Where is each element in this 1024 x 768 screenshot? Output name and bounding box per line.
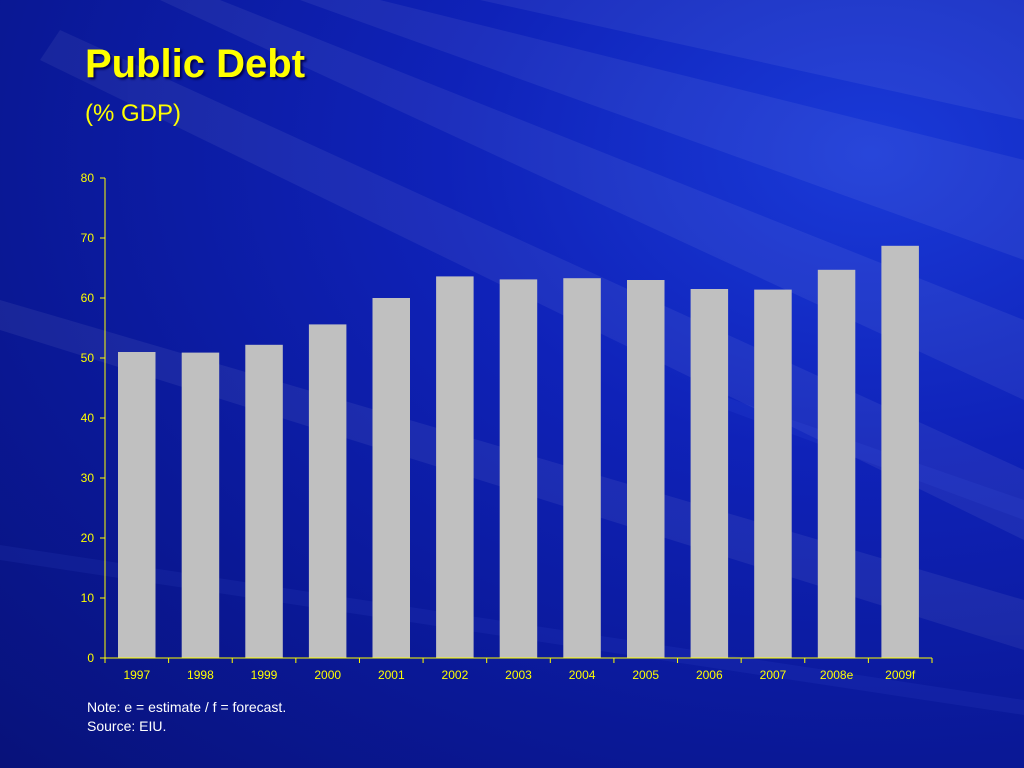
bar-2004 — [563, 278, 601, 658]
axes-layer — [100, 177, 933, 663]
x-tick-label-2004: 2004 — [569, 668, 596, 682]
x-tick-label-2005: 2005 — [632, 668, 659, 682]
x-tick-label-2000: 2000 — [314, 668, 341, 682]
bar-2003 — [499, 279, 538, 658]
bar-2007 — [754, 289, 792, 658]
bar-1999 — [245, 344, 283, 658]
footnote-note: Note: e = estimate / f = forecast. — [87, 699, 287, 715]
y-tick-label-70: 70 — [81, 231, 95, 245]
x-tick-label-1998: 1998 — [187, 668, 214, 682]
y-tick-label-10: 10 — [81, 591, 95, 605]
y-tick-label-30: 30 — [81, 471, 95, 485]
bar-1997 — [118, 352, 156, 658]
y-tick-label-80: 80 — [81, 171, 95, 185]
bars-layer — [118, 245, 919, 659]
y-tick-label-20: 20 — [81, 531, 95, 545]
bar-2000 — [308, 324, 347, 658]
x-tick-label-2002: 2002 — [442, 668, 469, 682]
bar-2006 — [690, 289, 729, 658]
x-tick-label-2003: 2003 — [505, 668, 532, 682]
slide-subtitle: (% GDP) — [85, 100, 181, 127]
bar-2001 — [372, 298, 410, 658]
x-tick-label-2008e: 2008e — [820, 668, 854, 682]
bar-1998 — [181, 352, 220, 658]
footnotes: Note: e = estimate / f = forecast. Sourc… — [87, 698, 286, 736]
footnote-source: Source: EIU. — [87, 718, 167, 734]
y-tick-label-60: 60 — [81, 291, 95, 305]
y-tick-label-40: 40 — [81, 411, 95, 425]
x-tick-label-2006: 2006 — [696, 668, 723, 682]
x-tick-label-1997: 1997 — [123, 668, 150, 682]
slide-title: Public Debt — [85, 42, 306, 86]
labels-layer: 0 10 20 30 40 50 60 70 80 1997 1998 1999 2000 2001 200… — [81, 171, 916, 682]
x-tick-label-1999: 1999 — [251, 668, 278, 682]
x-tick-label-2007: 2007 — [760, 668, 787, 682]
y-tick-label-0: 0 — [87, 651, 94, 665]
y-tick-label-50: 50 — [81, 351, 95, 365]
bar-2002 — [436, 276, 474, 658]
x-tick-label-2001: 2001 — [378, 668, 405, 682]
bar-2009f — [881, 245, 919, 659]
bar-2005 — [627, 280, 665, 658]
x-tick-label-2009f: 2009f — [885, 668, 916, 682]
bar-2008e — [817, 269, 856, 658]
